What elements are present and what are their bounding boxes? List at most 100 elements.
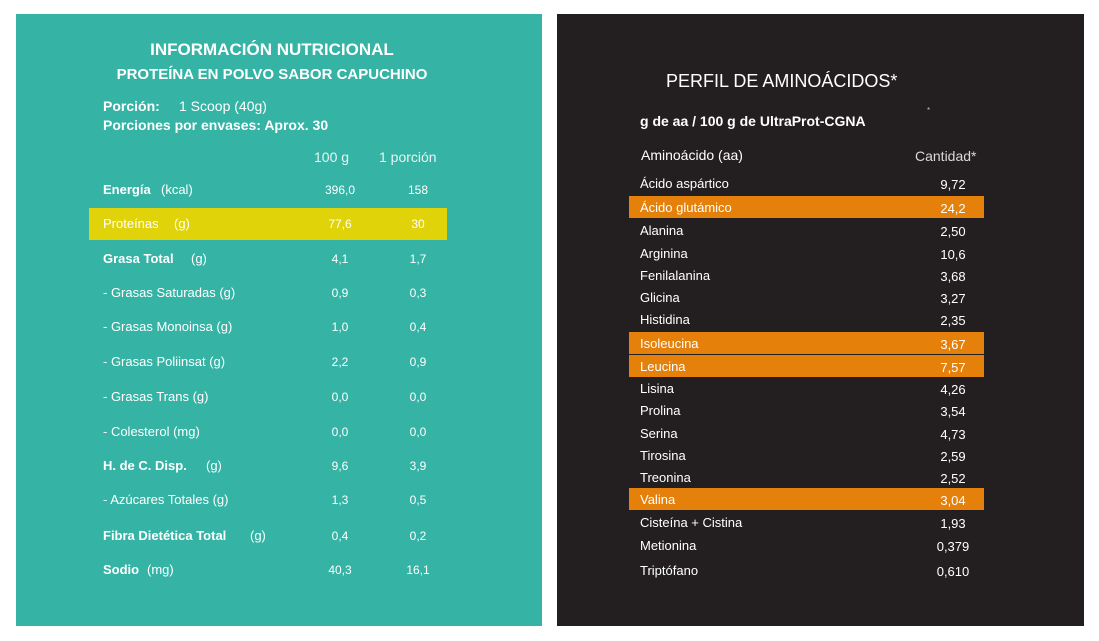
amino-row: Metionina 0,379	[629, 534, 984, 556]
amino-row: Fenilalanina 3,68	[629, 264, 984, 286]
value-portion: 0,5	[409, 493, 427, 507]
amino-quantity: 4,73	[940, 427, 966, 442]
amino-title: PERFIL DE AMINOÁCIDOS*	[666, 71, 898, 91]
amino-name: Cisteína + Cistina	[640, 515, 743, 530]
nutrient-name: H. de C. Disp.	[103, 458, 187, 473]
amino-name: Ácido aspártico	[640, 176, 729, 191]
protein-highlight	[89, 208, 447, 240]
nutrition-row: Grasa Total (g) 4,1 1,7	[16, 243, 542, 275]
amino-row: Triptófano 0,610	[629, 559, 984, 581]
amino-row: Ácido aspártico 9,72	[629, 172, 984, 194]
column-header-100g: 100 g	[314, 149, 350, 165]
amino-quantity: 0,379	[936, 539, 970, 554]
amino-name: Tirosina	[640, 448, 686, 463]
amino-quantity: 3,68	[940, 269, 966, 284]
value-portion: 30	[411, 217, 425, 231]
value-portion: 3,9	[409, 459, 427, 473]
value-100g: 4,1	[331, 252, 349, 266]
amino-name: Valina	[640, 492, 676, 507]
value-100g: 0,9	[331, 286, 349, 300]
value-100g: 1,3	[331, 493, 349, 507]
amino-quantity: 4,26	[940, 382, 966, 397]
nutrition-row: - Grasas Saturadas (g) 0,9 0,3	[16, 277, 542, 309]
nutrient-unit: (mg)	[147, 562, 174, 577]
value-100g: 40,3	[328, 563, 352, 577]
amino-row-highlighted: Leucina 7,57	[629, 355, 984, 377]
nutrition-row: - Grasas Monoinsa (g) 1,0 0,4	[16, 311, 542, 343]
amino-name: Histidina	[640, 312, 690, 327]
nutrient-unit: (g)	[191, 251, 207, 266]
value-portion: 16,1	[406, 563, 430, 577]
amino-row: Tirosina 2,59	[629, 444, 984, 466]
nutrient-name: Energía	[103, 182, 151, 197]
portion-value: 1 Scoop (40g)	[179, 98, 267, 114]
value-portion: 0,3	[409, 286, 427, 300]
amino-quantity: 2,52	[940, 471, 966, 486]
amino-row: Arginina 10,6	[629, 242, 984, 264]
nutrition-subtitle: PROTEÍNA EN POLVO SABOR CAPUCHINO	[116, 66, 428, 83]
column-header-amino-acid: Aminoácido (aa)	[641, 147, 743, 163]
nutrition-panel: INFORMACIÓN NUTRICIONAL PROTEÍNA EN POLV…	[16, 14, 542, 626]
value-portion: 0,4	[409, 320, 427, 334]
nutrient-name: Fibra Dietética Total	[103, 528, 227, 543]
value-portion: 158	[407, 183, 429, 197]
amino-name: Alanina	[640, 223, 684, 238]
amino-name: Isoleucina	[640, 336, 699, 351]
value-portion: 0,0	[409, 425, 427, 439]
nutrition-row: Sodio (mg) 40,3 16,1	[16, 554, 542, 586]
amino-name: Triptófano	[640, 563, 699, 578]
amino-quantity: 3,54	[940, 404, 966, 419]
value-100g: 0,0	[331, 390, 349, 404]
column-header-portion: 1 porción	[379, 149, 437, 165]
amino-quantity: 3,04	[940, 493, 966, 508]
value-100g: 77,6	[328, 217, 352, 231]
value-portion: 0,0	[409, 390, 427, 404]
nutrition-row: - Grasas Poliinsat (g) 2,2 0,9	[16, 346, 542, 378]
nutrient-name: - Azúcares Totales (g)	[103, 492, 229, 507]
portion-label: Porción:	[103, 98, 160, 114]
amino-quantity: 10,6	[940, 247, 966, 262]
value-portion: 0,2	[409, 529, 427, 543]
amino-row-highlighted: Valina 3,04	[629, 488, 984, 510]
amino-quantity: 1,93	[940, 516, 966, 531]
nutrition-row: Proteínas (g) 77,6 30	[16, 208, 542, 240]
amino-name: Arginina	[640, 246, 688, 261]
footnote-mark: *	[927, 106, 931, 115]
amino-row: Histidina 2,35	[629, 308, 984, 330]
value-100g: 1,0	[331, 320, 349, 334]
amino-name: Fenilalanina	[640, 268, 711, 283]
amino-quantity: 3,67	[940, 337, 966, 352]
value-portion: 0,9	[409, 355, 427, 369]
nutrition-title: INFORMACIÓN NUTRICIONAL	[150, 40, 394, 59]
amino-quantity: 2,59	[940, 449, 966, 464]
amino-quantity: 9,72	[940, 177, 966, 192]
nutrition-row: Energía (kcal) 396,0 158	[16, 174, 542, 206]
amino-name: Leucina	[640, 359, 686, 374]
value-100g: 0,0	[331, 425, 349, 439]
amino-quantity: 3,27	[940, 291, 966, 306]
amino-name: Serina	[640, 426, 678, 441]
amino-quantity: 2,35	[940, 313, 966, 328]
amino-name: Prolina	[640, 403, 681, 418]
amino-name: Glicina	[640, 290, 680, 305]
nutrient-name: Proteínas	[103, 216, 159, 231]
amino-row: Serina 4,73	[629, 422, 984, 444]
nutrition-row: Fibra Dietética Total (g) 0,4 0,2	[16, 520, 542, 552]
servings-per-container: Porciones por envases: Aprox. 30	[103, 117, 329, 133]
nutrient-name: - Grasas Saturadas (g)	[103, 285, 236, 300]
value-100g: 9,6	[331, 459, 349, 473]
amino-quantity: 7,57	[940, 360, 966, 375]
column-header-quantity: Cantidad*	[915, 148, 977, 164]
amino-row: Prolina 3,54	[629, 399, 984, 421]
nutrient-name: Grasa Total	[103, 251, 174, 266]
amino-quantity: 0,610	[936, 564, 970, 579]
value-portion: 1,7	[409, 252, 427, 266]
amino-subtitle: g de aa / 100 g de UltraProt-CGNA	[640, 113, 866, 129]
nutrient-unit: (g)	[250, 528, 266, 543]
nutrient-name: - Grasas Poliinsat (g)	[103, 354, 226, 369]
nutrient-unit: (kcal)	[161, 182, 193, 197]
nutrient-name: - Grasas Trans (g)	[103, 389, 209, 404]
nutrition-row: - Colesterol (mg) 0,0 0,0	[16, 416, 542, 448]
amino-row: Glicina 3,27	[629, 286, 984, 308]
amino-name: Treonina	[640, 470, 691, 485]
